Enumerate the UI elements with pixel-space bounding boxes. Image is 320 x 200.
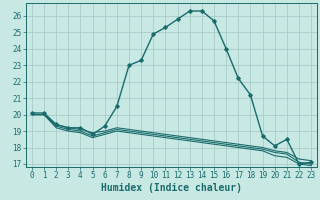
- X-axis label: Humidex (Indice chaleur): Humidex (Indice chaleur): [101, 183, 242, 193]
